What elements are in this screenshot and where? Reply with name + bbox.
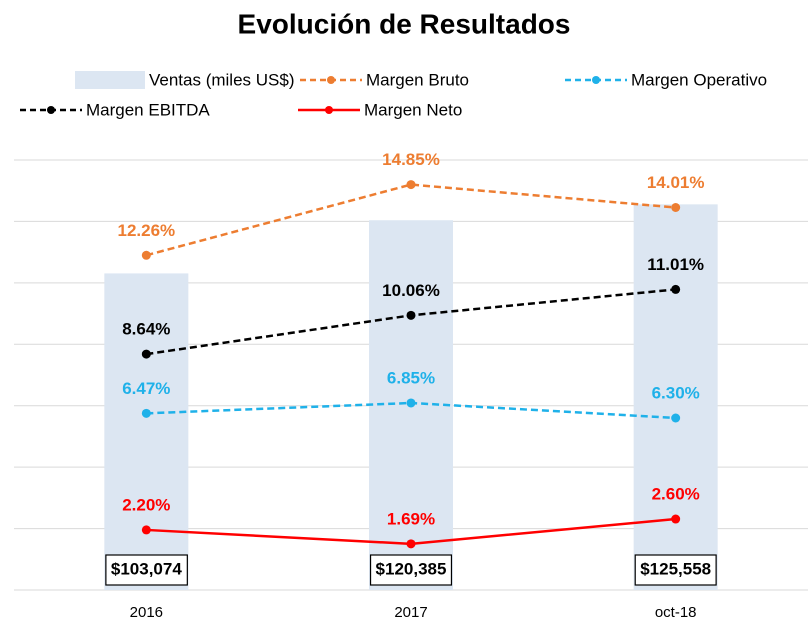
chart-title: Evolución de Resultados: [238, 8, 571, 39]
legend-marker: [592, 76, 600, 84]
data-label: 10.06%: [382, 281, 440, 300]
legend-marker: [325, 106, 333, 114]
marker: [671, 284, 681, 294]
legend-label: Margen Operativo: [631, 70, 767, 89]
marker: [141, 525, 151, 535]
data-label: 14.01%: [647, 173, 705, 192]
marker: [406, 180, 416, 190]
marker: [141, 250, 151, 260]
label-box: [369, 554, 453, 586]
legend-marker: [47, 106, 55, 114]
legend-swatch: [75, 71, 145, 89]
marker: [671, 203, 681, 213]
x-tick-label: 2016: [130, 604, 163, 621]
bar: [633, 204, 718, 590]
bar: [104, 273, 189, 590]
marker: [671, 514, 681, 524]
data-label: 6.47%: [122, 379, 170, 398]
legend-label: Ventas (miles US$): [149, 70, 295, 89]
marker: [406, 398, 416, 408]
label-box: [634, 554, 717, 586]
data-label: 6.30%: [652, 383, 700, 402]
legend-label: Margen Bruto: [366, 70, 469, 89]
data-label: 14.85%: [382, 150, 440, 169]
data-label: 12.26%: [117, 221, 175, 240]
x-tick-label: 2017: [394, 604, 427, 621]
marker: [406, 310, 416, 320]
label-box: [105, 554, 188, 586]
x-tick-label: oct-18: [655, 604, 697, 621]
bar-value-label: $103,074: [111, 559, 182, 578]
data-label: 2.60%: [652, 485, 700, 504]
data-label: 6.85%: [387, 368, 435, 387]
bar-value-label: $120,385: [376, 559, 447, 578]
data-label: 1.69%: [387, 509, 435, 528]
line: [146, 183, 676, 257]
bar-value-label: $125,558: [640, 559, 711, 578]
marker: [141, 408, 151, 418]
legend-marker: [327, 76, 335, 84]
marker: [406, 539, 416, 549]
marker: [671, 413, 681, 423]
data-label: 2.20%: [122, 495, 170, 514]
legend-label: Margen EBITDA: [86, 100, 210, 119]
legend-label: Margen Neto: [364, 100, 462, 119]
data-label: 11.01%: [647, 255, 704, 274]
data-label: 8.64%: [122, 320, 170, 339]
marker: [141, 349, 151, 359]
